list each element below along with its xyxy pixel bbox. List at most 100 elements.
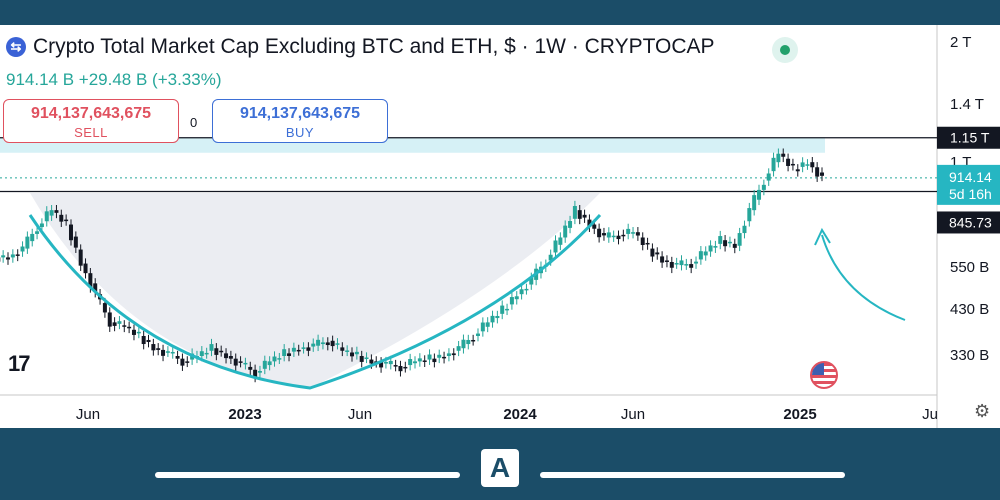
chart-header: ⇆ Crypto Total Market Cap Excluding BTC … [6,35,715,59]
candle-body [379,362,384,368]
candle-body [568,221,573,228]
chart-title: Crypto Total Market Cap Excluding BTC an… [33,35,715,58]
candle-body [141,335,146,345]
x-tick-label: 2025 [783,406,816,423]
candle-body [408,359,413,366]
candle-body [345,350,350,352]
candle-body [723,240,728,247]
candle-body [795,169,800,172]
candle-body [68,224,73,241]
candle-body [669,261,674,268]
candle-body [601,233,606,236]
candle-body [645,242,650,245]
candle-body [88,273,93,288]
candle-body [495,316,500,319]
candle-body [301,347,306,349]
candle-body [151,344,156,351]
candle-body [311,343,316,347]
candle-body [471,339,476,342]
x-tick-label: Jun [621,406,645,423]
candle-body [548,254,553,261]
candle-body [805,164,810,166]
resistance-price-tag [937,126,1000,149]
candle-body [219,350,224,353]
candle-body [248,366,253,370]
candle-body [708,245,713,252]
candle-body [635,232,640,236]
candle-body [451,353,456,356]
candle-body [752,195,757,211]
candle-body [485,322,490,327]
candle-body [25,236,30,249]
candle-body [359,356,364,362]
candle-body [199,351,204,356]
coin-icon: ⇆ [6,37,26,57]
candle-body [684,264,689,266]
live-dot-icon [772,37,798,63]
x-tick-label: 2024 [503,406,537,423]
current-price-tag [937,164,1000,205]
candle-body [267,361,272,366]
candle-body [59,214,64,222]
candle-body [340,347,345,351]
candle-body [102,303,107,313]
tradingview-logo: 17 [8,351,31,376]
candle-body [427,354,432,360]
candle-body [563,225,568,238]
candle-body [606,232,611,238]
candle-body [335,343,340,345]
candle-body [519,289,524,295]
us-flag-icon[interactable] [810,361,838,389]
candle-body [611,235,616,238]
candle-body [49,210,54,216]
candle-body [490,315,495,323]
annotation-arrowhead [814,227,831,246]
sell-button[interactable]: 914,137,643,675 SELL [3,99,179,143]
candle-body [161,349,166,356]
candle-body [112,322,117,326]
candle-body [15,254,20,256]
candle-body [170,351,175,354]
candle-body [306,347,311,351]
candle-body [553,240,558,253]
candle-body [156,348,161,350]
candle-body [209,344,214,351]
candle-body [698,251,703,260]
candle-body [650,248,655,257]
candle-body [577,210,582,219]
candle-body [640,237,645,245]
candle-body [597,228,602,238]
candle-body [466,339,471,345]
candle-body [766,173,771,181]
y-tick-label: 550 B [950,259,989,276]
candle-body [175,356,180,359]
candle-body [582,214,587,218]
candle-body [107,312,112,327]
countdown-label: 5d 16h [949,186,992,202]
candle-body [44,211,49,222]
candle-body [461,339,466,349]
x-tick-label: 2023 [228,406,261,423]
support-price-tag [937,211,1000,234]
candle-body [572,206,577,219]
candle-body [790,163,795,166]
candle-body [20,246,25,252]
candle-body [437,354,442,358]
settings-icon[interactable]: ⚙ [974,401,991,421]
candle-body [383,362,388,364]
candle-body [83,263,88,274]
candle-body [330,340,335,347]
right-divider [540,472,845,478]
candle-body [64,219,69,222]
candle-body [475,333,480,336]
buy-button[interactable]: 914,137,643,675 BUY [212,99,388,143]
candle-body [815,167,820,177]
candle-body [131,329,136,335]
candle-body [432,358,437,363]
candle-body [403,366,408,369]
cup-area [0,193,600,388]
candle-body [243,362,248,365]
candle-body [30,233,35,242]
